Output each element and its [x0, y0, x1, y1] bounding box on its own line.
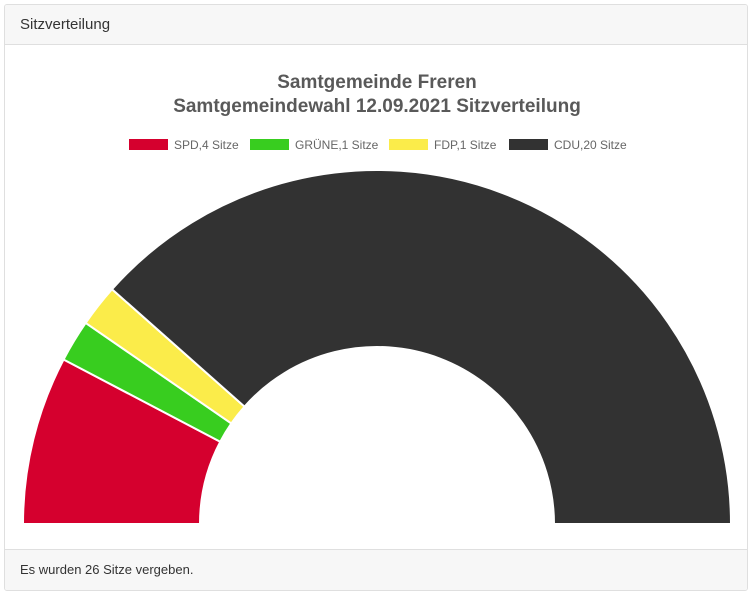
chart-title-line-2: Samtgemeindewahl 12.09.2021 Sitzverteilu…: [173, 96, 581, 117]
legend-swatch-cdu[interactable]: [509, 139, 548, 150]
slice-cdu[interactable]: [110, 169, 733, 525]
card-footer: Es wurden 26 Sitze vergeben.: [5, 549, 747, 590]
chart-legend: SPD,4 Sitze GRÜNE,1 Sitze FDP,1 Sitze CDU,2…: [129, 138, 627, 152]
legend-swatch-fdp[interactable]: [389, 139, 428, 150]
legend-swatch-spd[interactable]: [129, 139, 168, 150]
chart-title-line-1: Samtgemeinde Freren: [277, 72, 477, 93]
chart-slices: [21, 169, 733, 525]
footer-text: Es wurden 26 Sitze vergeben.: [20, 562, 194, 577]
card-header: Sitzverteilung: [5, 5, 747, 45]
seat-chart: Samtgemeinde Freren Samtgemeindewahl 12.…: [21, 72, 733, 525]
legend-label-grüne[interactable]: GRÜNE,1 Sitze: [295, 138, 379, 152]
chart-area: Samtgemeinde Freren Samtgemeindewahl 12.…: [5, 45, 747, 550]
legend-label-cdu[interactable]: CDU,20 Sitze: [554, 138, 627, 152]
legend-label-fdp[interactable]: FDP,1 Sitze: [434, 138, 497, 152]
legend-swatch-grüne[interactable]: [250, 139, 289, 150]
card-header-title: Sitzverteilung: [20, 16, 111, 33]
legend-label-spd[interactable]: SPD,4 Sitze: [174, 138, 239, 152]
seat-distribution-card: Sitzverteilung Samtgemeinde Freren Samtg…: [4, 4, 748, 591]
